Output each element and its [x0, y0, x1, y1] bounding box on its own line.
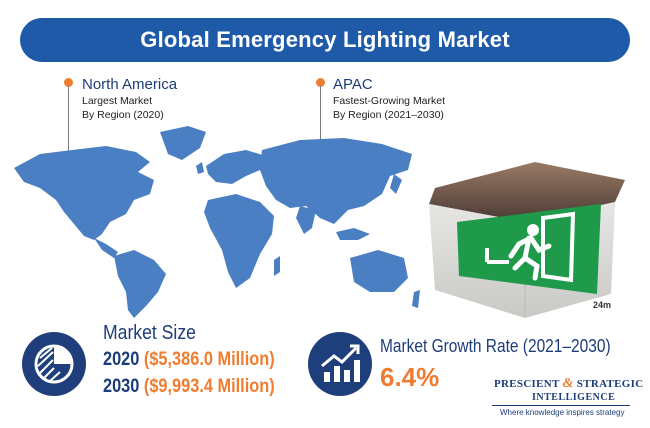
market-size-year: 2030	[103, 376, 140, 397]
pin-stem	[68, 86, 69, 190]
market-size-row-2030: 2030 ($9,993.4 Million)	[103, 376, 275, 398]
logo-divider	[492, 405, 630, 406]
market-size-value: ($5,386.0 Million)	[143, 349, 275, 370]
logo-word3: INTELLIGENCE	[532, 392, 616, 403]
world-map-icon	[14, 126, 420, 318]
market-size-label: Market Size	[103, 322, 196, 344]
market-size-value: ($9,993.4 Million)	[143, 376, 275, 397]
logo-word2: STRATEGIC	[576, 378, 644, 390]
region-line1-apac: Fastest-Growing Market	[333, 95, 446, 107]
growth-chart-icon	[308, 332, 372, 396]
region-line2-apac: By Region (2021–2030)	[333, 109, 444, 121]
logo-ampersand: &	[562, 376, 574, 391]
page-title: Global Emergency Lighting Market	[20, 18, 630, 62]
region-line2-north-america: By Region (2020)	[82, 109, 164, 121]
region-line1-north-america: Largest Market	[82, 95, 153, 107]
pie-chart-icon	[22, 332, 86, 396]
exit-sign-icon: 24m	[429, 162, 625, 318]
market-size-year: 2020	[103, 349, 140, 370]
pin-icon	[316, 78, 325, 87]
region-name-north-america: North America	[82, 76, 178, 93]
logo-wordmark: PRESCIENT & STRATEGIC	[494, 376, 643, 392]
sign-distance: 24m	[593, 300, 611, 310]
logo-tagline: Where knowledge inspires strategy	[500, 408, 625, 417]
pin-icon	[64, 78, 73, 87]
growth-rate-label: Market Growth Rate (2021–2030)	[380, 336, 611, 356]
growth-rate-value: 6.4%	[380, 362, 440, 392]
market-size-row-2020: 2020 ($5,386.0 Million)	[103, 349, 275, 371]
logo-word1: PRESCIENT	[494, 378, 560, 390]
region-name-apac: APAC	[333, 76, 373, 93]
